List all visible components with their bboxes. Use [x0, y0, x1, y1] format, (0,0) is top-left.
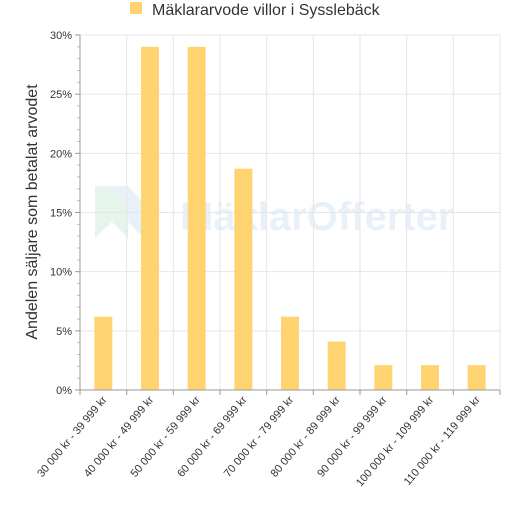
grid-lines — [80, 34, 501, 391]
x-tick-label: 100 000 kr - 109 999 kr — [354, 394, 437, 489]
watermark-logo: MäklarOfferter — [95, 186, 453, 239]
bar[interactable] — [281, 316, 299, 390]
y-tick-label: 15% — [50, 208, 72, 220]
axes — [75, 34, 501, 395]
y-tick-label: 10% — [50, 267, 72, 279]
bar[interactable] — [327, 341, 346, 390]
x-tick-label: 110 000 kr - 119 999 kr — [402, 394, 483, 488]
y-tick-label: 30% — [50, 30, 72, 42]
bar[interactable] — [187, 46, 206, 390]
y-tick-label: 20% — [50, 148, 72, 160]
bar[interactable] — [94, 316, 113, 390]
bar[interactable] — [421, 365, 439, 390]
bars — [94, 46, 486, 390]
y-tick-label: 25% — [50, 89, 72, 101]
y-tick-label: 0% — [56, 385, 72, 397]
y-tick-labels: 0% 5% 10% 15% 20% 25% 30% — [50, 30, 72, 397]
legend[interactable]: Mäklararvode villor i Sysslebäck — [130, 2, 381, 19]
bar[interactable] — [141, 46, 159, 390]
legend-label: Mäklararvode villor i Sysslebäck — [152, 2, 381, 19]
bar[interactable] — [467, 365, 486, 390]
legend-swatch — [130, 2, 142, 14]
watermark-text: MäklarOfferter — [180, 195, 453, 239]
y-tick-label: 5% — [56, 326, 72, 338]
bar[interactable] — [374, 365, 393, 390]
y-axis-title: Andelen säljare som betalat arvodet — [24, 84, 41, 340]
bar[interactable] — [234, 168, 253, 390]
